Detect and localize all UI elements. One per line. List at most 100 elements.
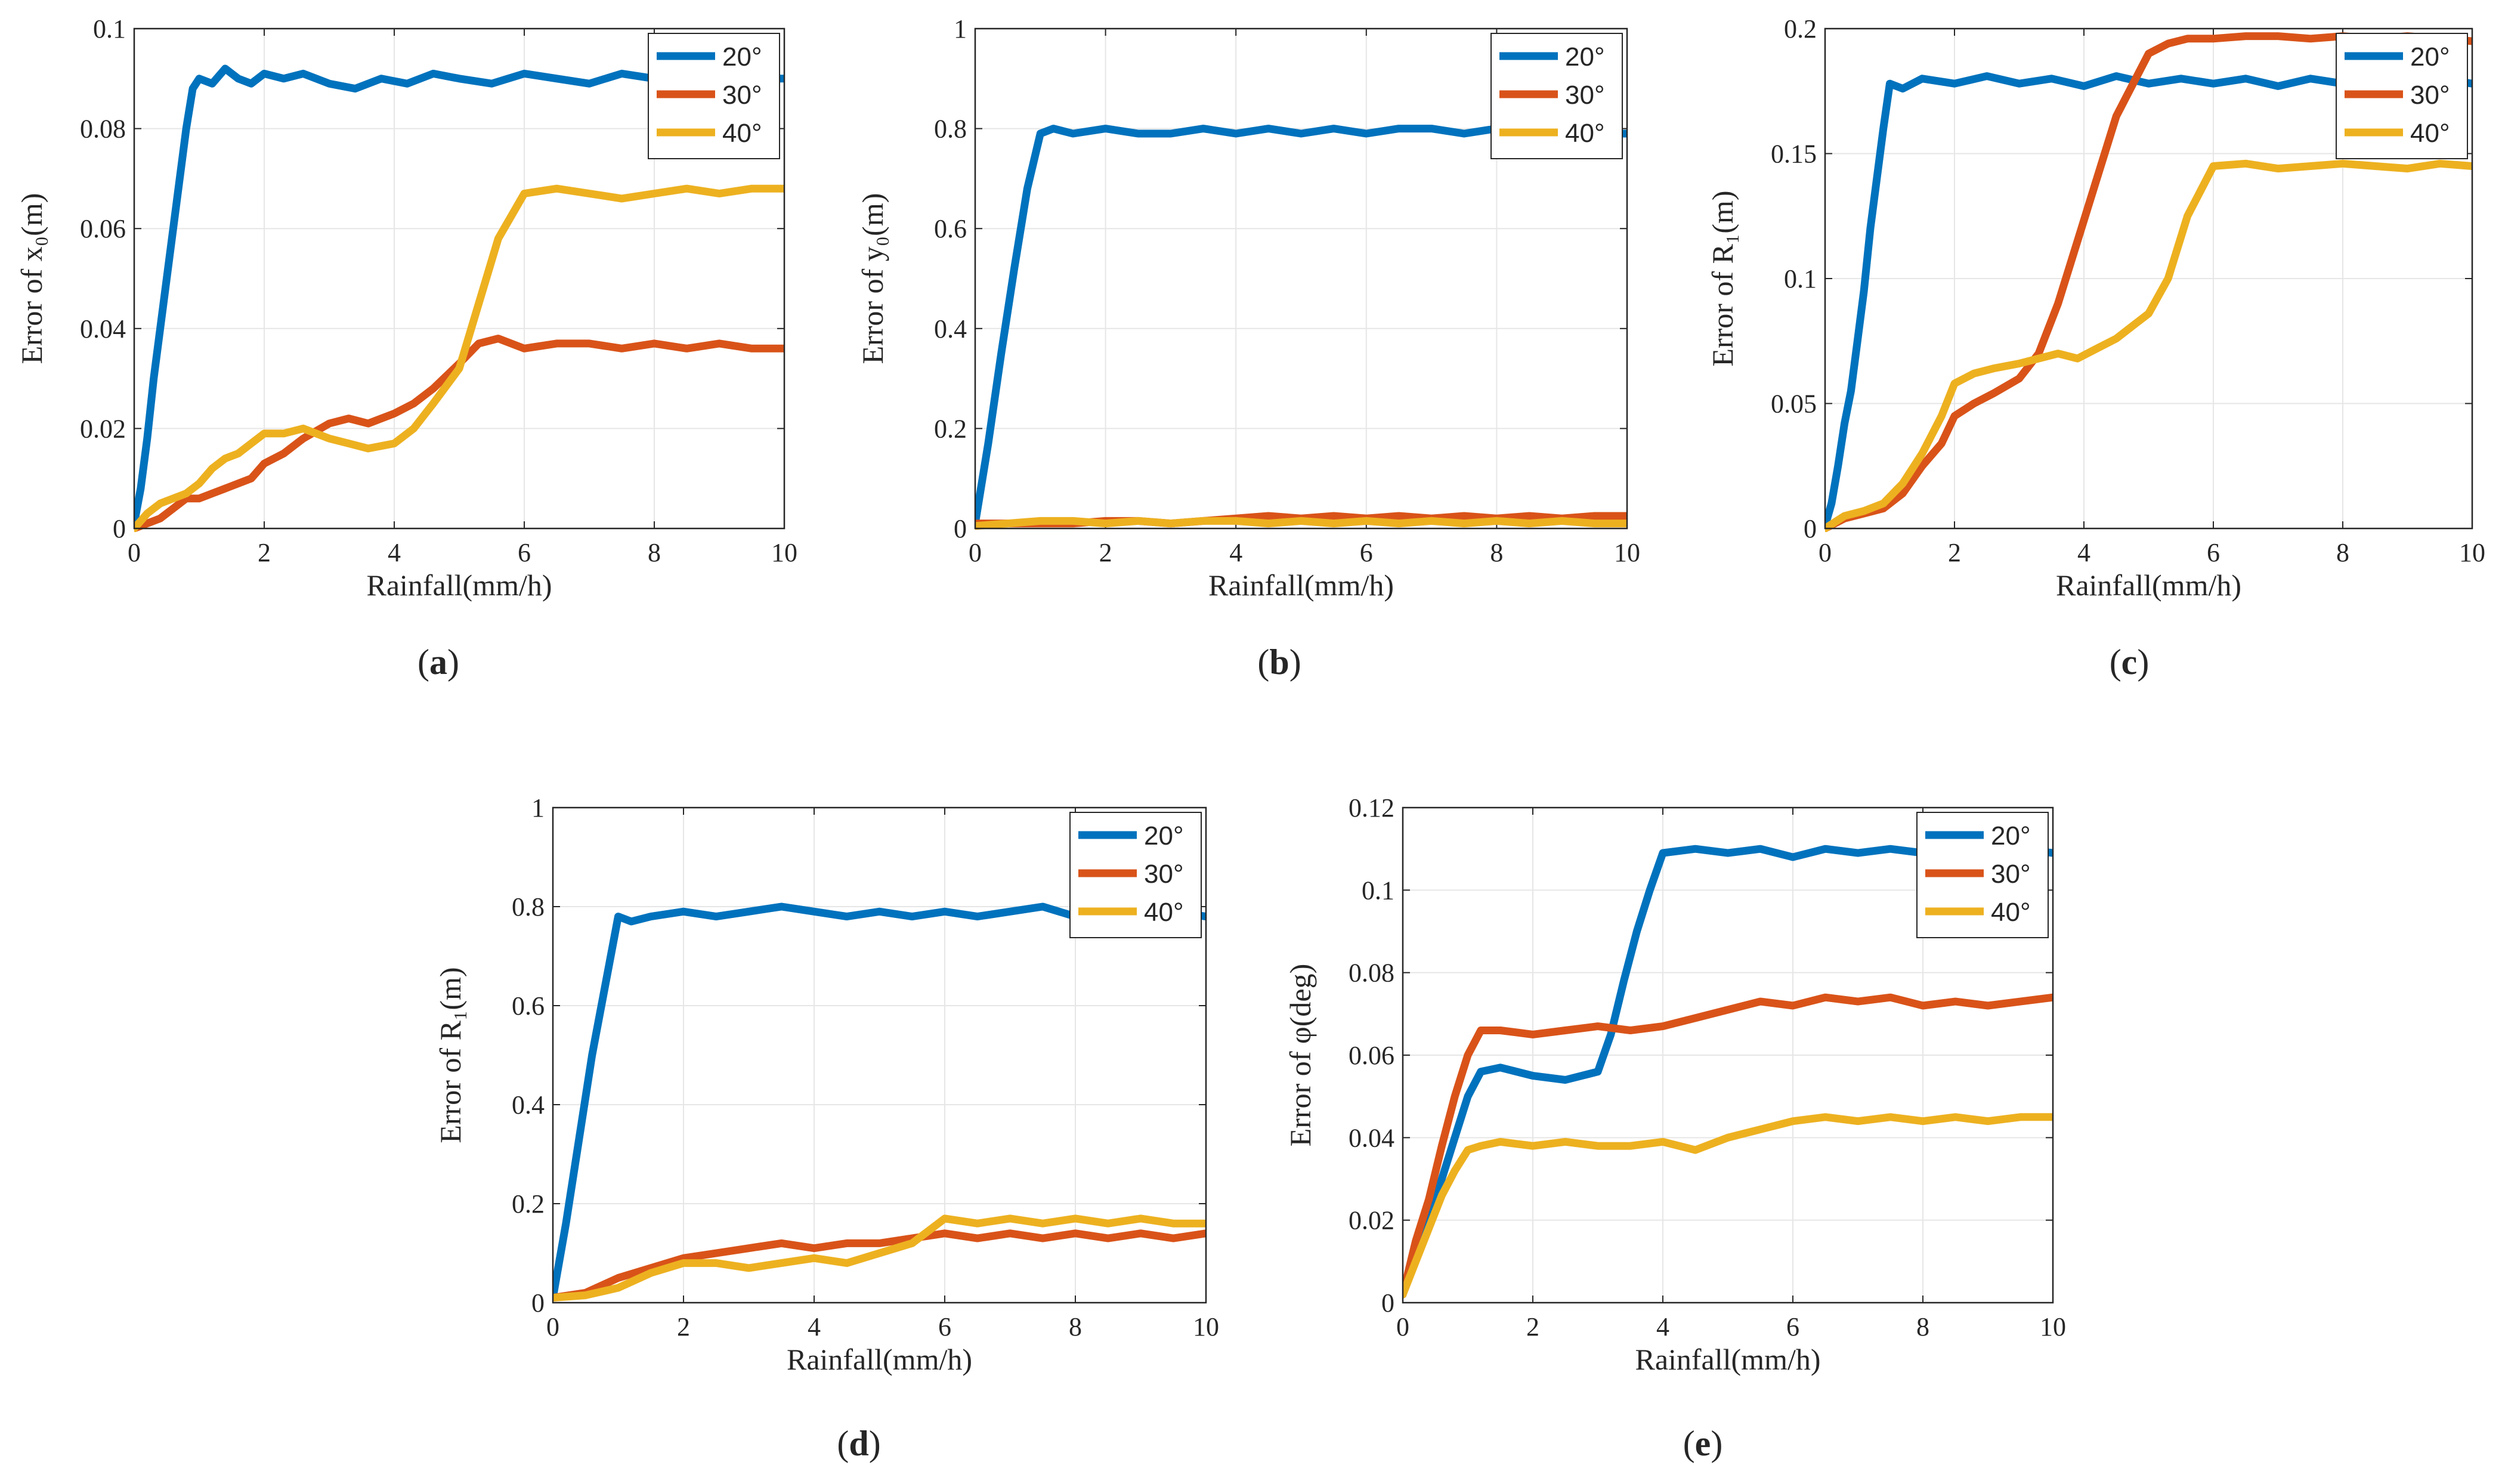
y-tick-label: 0.08 — [80, 115, 126, 144]
y-tick-label: 0.2 — [934, 414, 967, 443]
paren-open: ( — [2110, 642, 2121, 682]
series-line-30deg — [1403, 993, 2053, 1298]
subfigure-label: (a) — [418, 642, 459, 682]
y-tick-label: 0.15 — [1771, 140, 1817, 169]
legend-entry-label: 40° — [1565, 119, 1605, 148]
y-tick-label: 0.6 — [512, 991, 545, 1021]
subfigure-letter: c — [2121, 642, 2138, 682]
legend: 20° 30° 40° — [1069, 812, 1202, 938]
x-axis-label: Rainfall(mm/h) — [1208, 568, 1394, 602]
legend-entry-label: 40° — [2410, 119, 2450, 148]
paren-open: ( — [1683, 1424, 1695, 1463]
series-line-20deg — [134, 64, 784, 528]
x-tick-label: 4 — [808, 1312, 821, 1341]
x-tick-label: 8 — [2336, 538, 2349, 567]
x-tick-label: 4 — [388, 538, 401, 567]
legend: 20° 30° 40° — [1490, 33, 1623, 159]
x-axis-label: Rainfall(mm/h) — [366, 568, 552, 602]
x-tick-label: 6 — [1360, 538, 1373, 567]
x-tick-label: 0 — [1819, 538, 1832, 567]
x-tick-label: 8 — [1490, 538, 1503, 567]
y-axis-label: Error of φ(deg) — [1284, 964, 1317, 1147]
series-line-40deg — [134, 184, 784, 532]
x-tick-label: 0 — [1396, 1312, 1409, 1341]
x-tick-label: 0 — [546, 1312, 559, 1341]
series-line-30deg — [134, 335, 784, 532]
y-tick-label: 0.08 — [1349, 959, 1394, 988]
x-tick-label: 0 — [969, 538, 982, 567]
y-axis-label: Error of y₀(m) — [856, 193, 889, 364]
x-tick-label: 2 — [1948, 538, 1961, 567]
paren-open: ( — [837, 1424, 849, 1463]
y-tick-label: 0.6 — [934, 214, 967, 243]
x-tick-label: 10 — [771, 538, 797, 567]
y-axis-label: Error of R₁(m) — [434, 967, 467, 1143]
x-tick-label: 2 — [677, 1312, 690, 1341]
legend-entry-label: 30° — [722, 81, 762, 110]
axes-box — [552, 806, 1207, 1304]
legend: 20° 30° 40° — [2336, 33, 2468, 159]
paren-open: ( — [1257, 642, 1269, 682]
axes-box — [974, 27, 1628, 530]
x-tick-label: 0 — [128, 538, 141, 567]
subfigure-label: (d) — [837, 1424, 880, 1463]
x-tick-label: 4 — [1229, 538, 1242, 567]
chart-panel-c: 0 2 4 6 8 10 0 0.05 0.1 0.15 0.2 Rainfall(mm/h) Erro… — [1706, 14, 2485, 682]
x-tick-label: 10 — [1614, 538, 1640, 567]
y-tick-label: 0.02 — [80, 414, 126, 443]
legend-entry-label: 20° — [1144, 821, 1184, 851]
y-tick-label: 1 — [531, 793, 545, 823]
y-tick-label: 0.8 — [512, 892, 545, 922]
paren-close: ) — [1711, 1424, 1722, 1463]
subfigure-letter: a — [429, 642, 447, 682]
series-line-30deg — [553, 1229, 1206, 1302]
y-tick-label: 0.04 — [1349, 1123, 1394, 1152]
x-tick-label: 4 — [1656, 1312, 1669, 1341]
legend-entry-label: 20° — [2410, 42, 2450, 72]
paren-close: ) — [1289, 642, 1301, 682]
x-tick-label: 10 — [2459, 538, 2485, 567]
y-axis-label: Error of x₀(m) — [15, 193, 48, 364]
legend-entry-label: 30° — [1144, 860, 1184, 889]
series-line-40deg — [975, 517, 1627, 530]
subfigure-label: (e) — [1683, 1424, 1723, 1463]
y-tick-label: 0 — [954, 514, 967, 543]
x-tick-label: 2 — [1099, 538, 1112, 567]
paren-open: ( — [418, 642, 429, 682]
x-axis-label: Rainfall(mm/h) — [2056, 568, 2241, 602]
series-line-20deg — [1403, 845, 2053, 1298]
y-tick-label: 0.05 — [1771, 389, 1817, 419]
y-tick-label: 0 — [1381, 1288, 1394, 1318]
y-tick-label: 0.02 — [1349, 1206, 1394, 1235]
y-tick-label: 0.2 — [1784, 14, 1817, 44]
x-tick-label: 6 — [518, 538, 531, 567]
y-axis-label: Error of R₁(m) — [1706, 190, 1739, 366]
y-tick-label: 0 — [531, 1288, 545, 1318]
x-tick-label: 10 — [1193, 1312, 1219, 1341]
subfigure-letter: e — [1695, 1424, 1711, 1463]
x-tick-label: 8 — [648, 538, 661, 567]
legend-entry-label: 20° — [722, 42, 762, 72]
legend-entry-label: 40° — [1144, 898, 1184, 927]
paren-close: ) — [2137, 642, 2149, 682]
series-line-40deg — [1825, 159, 2472, 532]
y-tick-label: 0.1 — [1784, 264, 1817, 293]
paren-close: ) — [447, 642, 459, 682]
y-tick-label: 0.06 — [1349, 1041, 1394, 1070]
subfigure-label: (b) — [1257, 642, 1301, 682]
subfigure-letter: b — [1269, 642, 1289, 682]
paren-close: ) — [869, 1424, 881, 1463]
chart-panel-b: 0 2 4 6 8 10 0 0.2 0.4 0.6 0.8 1 Rainfall(mm/h) Error… — [856, 14, 1640, 682]
legend: 20° 30° 40° — [1916, 812, 2049, 938]
subfigure-letter: d — [849, 1424, 868, 1463]
legend-entry-label: 40° — [1991, 898, 2031, 927]
y-tick-label: 0.2 — [512, 1189, 545, 1219]
legend-entry-label: 30° — [2410, 81, 2450, 110]
x-tick-label: 2 — [1526, 1312, 1539, 1341]
y-tick-label: 0.1 — [93, 14, 126, 44]
x-axis-label: Rainfall(mm/h) — [1635, 1343, 1820, 1376]
legend-entry-label: 40° — [722, 119, 762, 148]
x-tick-label: 4 — [2077, 538, 2090, 567]
y-tick-label: 0.12 — [1349, 793, 1394, 823]
